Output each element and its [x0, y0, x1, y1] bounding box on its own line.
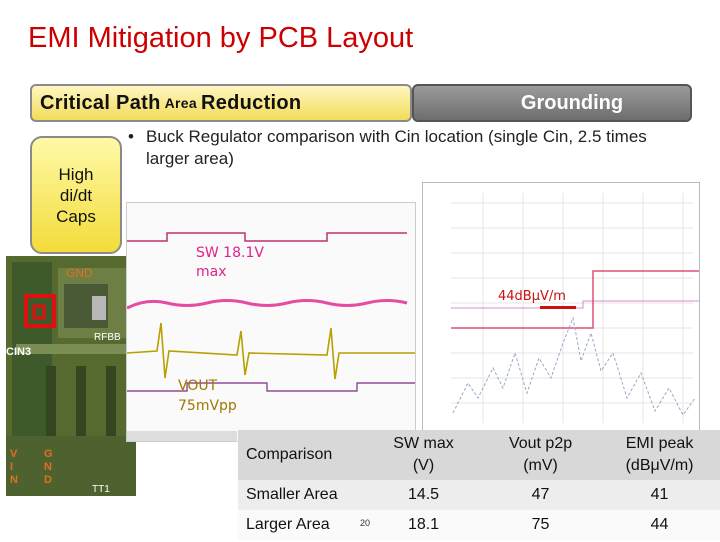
table-cell: 14.5	[407, 486, 440, 503]
table-cell: 44	[650, 516, 669, 533]
pcb-cin-label: CIN3	[6, 346, 32, 358]
table-cell: 41	[650, 486, 669, 503]
bullet-icon: •	[128, 127, 134, 146]
table-row: Larger Area 18.1 75 44	[238, 510, 720, 540]
table-header-emi-peak: EMI peak (dBμV/m)	[625, 435, 694, 474]
table-row: Smaller Area 14.5 47 41	[238, 480, 720, 510]
page-title: EMI Mitigation by PCB Layout	[28, 22, 414, 54]
high-didt-caps-box: High di/dt Caps	[30, 136, 122, 254]
table-header-sw-max: SW max (V)	[393, 435, 454, 474]
table-header-vout-p2p: Vout p2p (mV)	[508, 435, 573, 474]
tab-critical-label-small: Area	[164, 95, 197, 111]
table-cell: 18.1	[407, 516, 440, 533]
tab-critical-path-area-reduction[interactable]: Critical Path Area Reduction	[30, 84, 412, 122]
emi-peak-annotation: 44dBμV/m	[498, 289, 566, 304]
sw-annotation: SW 18.1V max	[196, 245, 264, 280]
table-cell: 75	[531, 516, 550, 533]
table-header-comparison: Comparison	[246, 446, 333, 463]
pcb-drawing	[6, 256, 136, 496]
table-cell: Larger Area	[246, 516, 330, 533]
table-header-row: Comparison SW max (V) Vout p2p (mV) EMI pe…	[238, 430, 720, 480]
pcb-rfb-label: RFBB	[94, 332, 121, 343]
table-cell: 47	[531, 486, 550, 503]
slide-number: 20	[360, 518, 371, 528]
emi-peak-marker	[540, 306, 576, 309]
bullet-text: Buck Regulator comparison with Cin locat…	[146, 127, 647, 168]
tab-grounding[interactable]: Grounding	[412, 84, 692, 122]
comparison-table: Comparison SW max (V) Vout p2p (mV) EMI pe…	[238, 430, 720, 540]
tab-critical-label-1: Critical Path	[40, 91, 161, 114]
vout-annotation: VOUT 75mVpp	[178, 378, 237, 414]
pcb-gnd-label: GND	[66, 266, 93, 280]
pcb-tt-label: TT1	[92, 484, 110, 495]
emi-spectrum-drawing	[451, 193, 699, 423]
emi-spectrum-plot	[422, 182, 700, 446]
oscilloscope-capture	[126, 202, 416, 442]
table-cell: Smaller Area	[246, 486, 338, 503]
tab-critical-label-2: Reduction	[200, 91, 302, 114]
scope-traces	[126, 232, 415, 392]
